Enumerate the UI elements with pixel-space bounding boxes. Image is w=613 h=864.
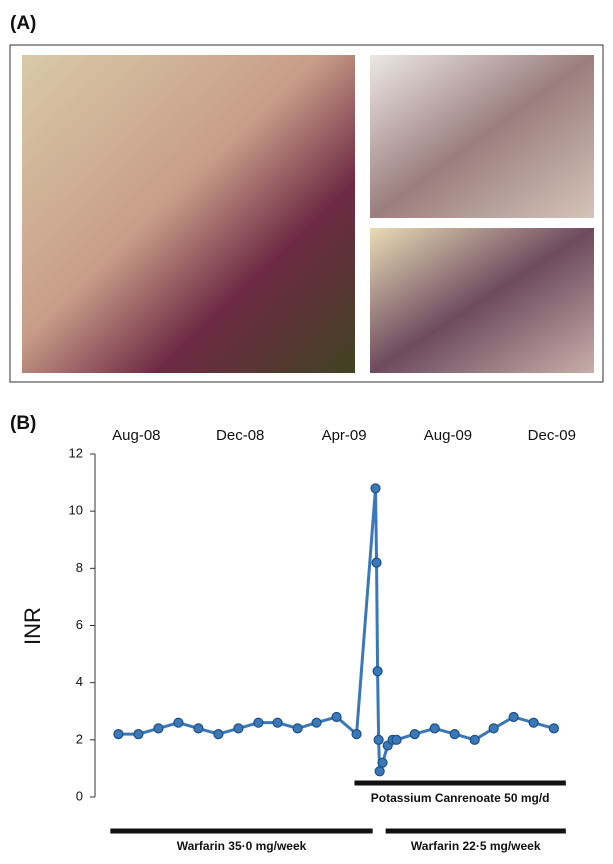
point: [311, 717, 322, 728]
point: [173, 717, 184, 728]
point: [508, 711, 519, 723]
panel-frame: [9, 44, 604, 383]
point: [351, 729, 362, 740]
y-tick-label: 2: [76, 731, 83, 746]
x-tick-label: Apr-09: [322, 427, 367, 444]
point: [331, 711, 342, 723]
photo-foot: [370, 228, 594, 373]
y-tick-label: 12: [69, 445, 83, 460]
point: [113, 729, 124, 740]
point: [409, 729, 420, 740]
point: [233, 723, 244, 734]
period-bar: [354, 780, 566, 786]
period-bar: [110, 828, 373, 834]
point: [469, 734, 480, 745]
period-label: Warfarin 35·0 mg/week: [177, 839, 307, 853]
point: [429, 723, 440, 734]
period-label: Potassium Canrenoate 50 mg/d: [371, 791, 550, 805]
point: [548, 723, 560, 734]
point: [528, 717, 539, 728]
point: [373, 734, 384, 745]
panel-label: (B): [10, 413, 36, 434]
x-tick-label: Dec-08: [216, 427, 264, 444]
photo-arm: [370, 55, 594, 218]
y-tick-label: 8: [76, 560, 83, 575]
period-label: Warfarin 22·5 mg/week: [411, 839, 541, 853]
point: [213, 729, 224, 740]
point: [193, 723, 204, 734]
point: [372, 666, 383, 677]
y-tick-label: 10: [69, 503, 83, 518]
y-tick-label: 4: [76, 674, 83, 689]
photo-face: [22, 55, 355, 373]
point: [292, 723, 303, 734]
x-tick-label: Aug-08: [112, 427, 160, 444]
point: [253, 717, 264, 728]
point: [377, 757, 388, 768]
y-tick-label: 0: [76, 788, 83, 803]
point: [449, 729, 460, 740]
point: [374, 766, 385, 777]
point: [391, 734, 402, 745]
panel-label: (A): [10, 13, 36, 34]
x-tick-label: Dec-09: [528, 427, 576, 444]
period-bar: [385, 828, 566, 834]
y-axis-label: INR: [20, 607, 45, 645]
y-tick-label: 6: [76, 617, 83, 632]
point: [370, 483, 381, 494]
point: [133, 729, 144, 740]
x-tick-label: Aug-09: [424, 427, 472, 444]
point: [272, 717, 283, 728]
point: [488, 723, 499, 734]
point: [153, 723, 164, 734]
point: [371, 557, 382, 568]
